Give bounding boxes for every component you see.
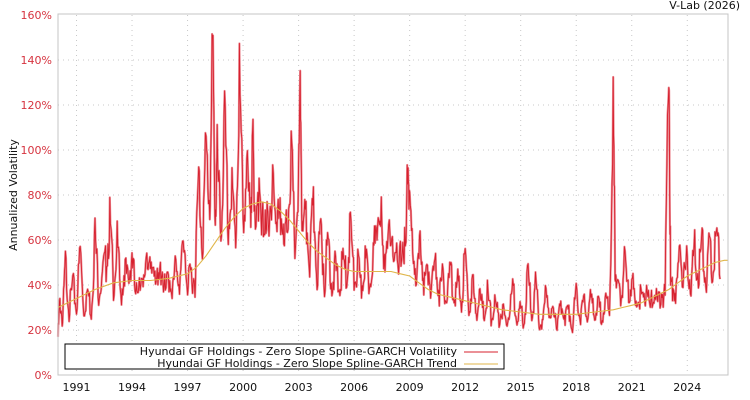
x-tick-label: 2021 <box>618 381 646 394</box>
x-tick-label: 2024 <box>673 381 701 394</box>
legend-label-volatility: Hyundai GF Holdings - Zero Slope Spline-… <box>140 345 458 358</box>
y-tick-label: 80% <box>28 189 52 202</box>
y-axis-label: Annualized Volatility <box>7 139 20 251</box>
y-tick-label: 140% <box>21 54 52 67</box>
legend-label-trend: Hyundai GF Holdings - Zero Slope Spline-… <box>157 357 457 370</box>
x-tick-label: 2003 <box>285 381 313 394</box>
chart-credit: V-Lab (2026) <box>669 0 740 12</box>
plot-frame <box>57 13 729 376</box>
x-tick-label: 1997 <box>174 381 202 394</box>
y-tick-label: 40% <box>28 279 52 292</box>
legend: Hyundai GF Holdings - Zero Slope Spline-… <box>64 343 505 370</box>
x-tick-label: 2012 <box>451 381 479 394</box>
x-tick-label: 2009 <box>396 381 424 394</box>
y-tick-label: 160% <box>21 9 52 22</box>
x-axis-ticks: 1991 1994 1997 2000 2003 2006 2009 2012 2015 2018… <box>63 381 702 394</box>
x-tick-label: 1991 <box>63 381 91 394</box>
y-tick-label: 100% <box>21 144 52 157</box>
y-tick-label: 20% <box>28 324 52 337</box>
y-tick-label: 0% <box>35 369 52 382</box>
volatility-halo <box>56 32 722 337</box>
x-tick-label: 2015 <box>507 381 535 394</box>
grid-lines <box>58 15 728 375</box>
x-tick-label: 1994 <box>118 381 146 394</box>
y-tick-label: 120% <box>21 99 52 112</box>
x-tick-label: 2000 <box>229 381 257 394</box>
y-axis-ticks: 0% 20% 40% 60% 80% 100% 120% 140% 160% <box>21 9 52 382</box>
y-tick-label: 60% <box>28 234 52 247</box>
legend-box <box>64 343 505 370</box>
plot-series <box>56 32 728 337</box>
volatility-line <box>57 33 721 337</box>
trend-line <box>57 201 728 315</box>
x-tick-label: 2006 <box>340 381 368 394</box>
x-tick-label: 2018 <box>562 381 590 394</box>
